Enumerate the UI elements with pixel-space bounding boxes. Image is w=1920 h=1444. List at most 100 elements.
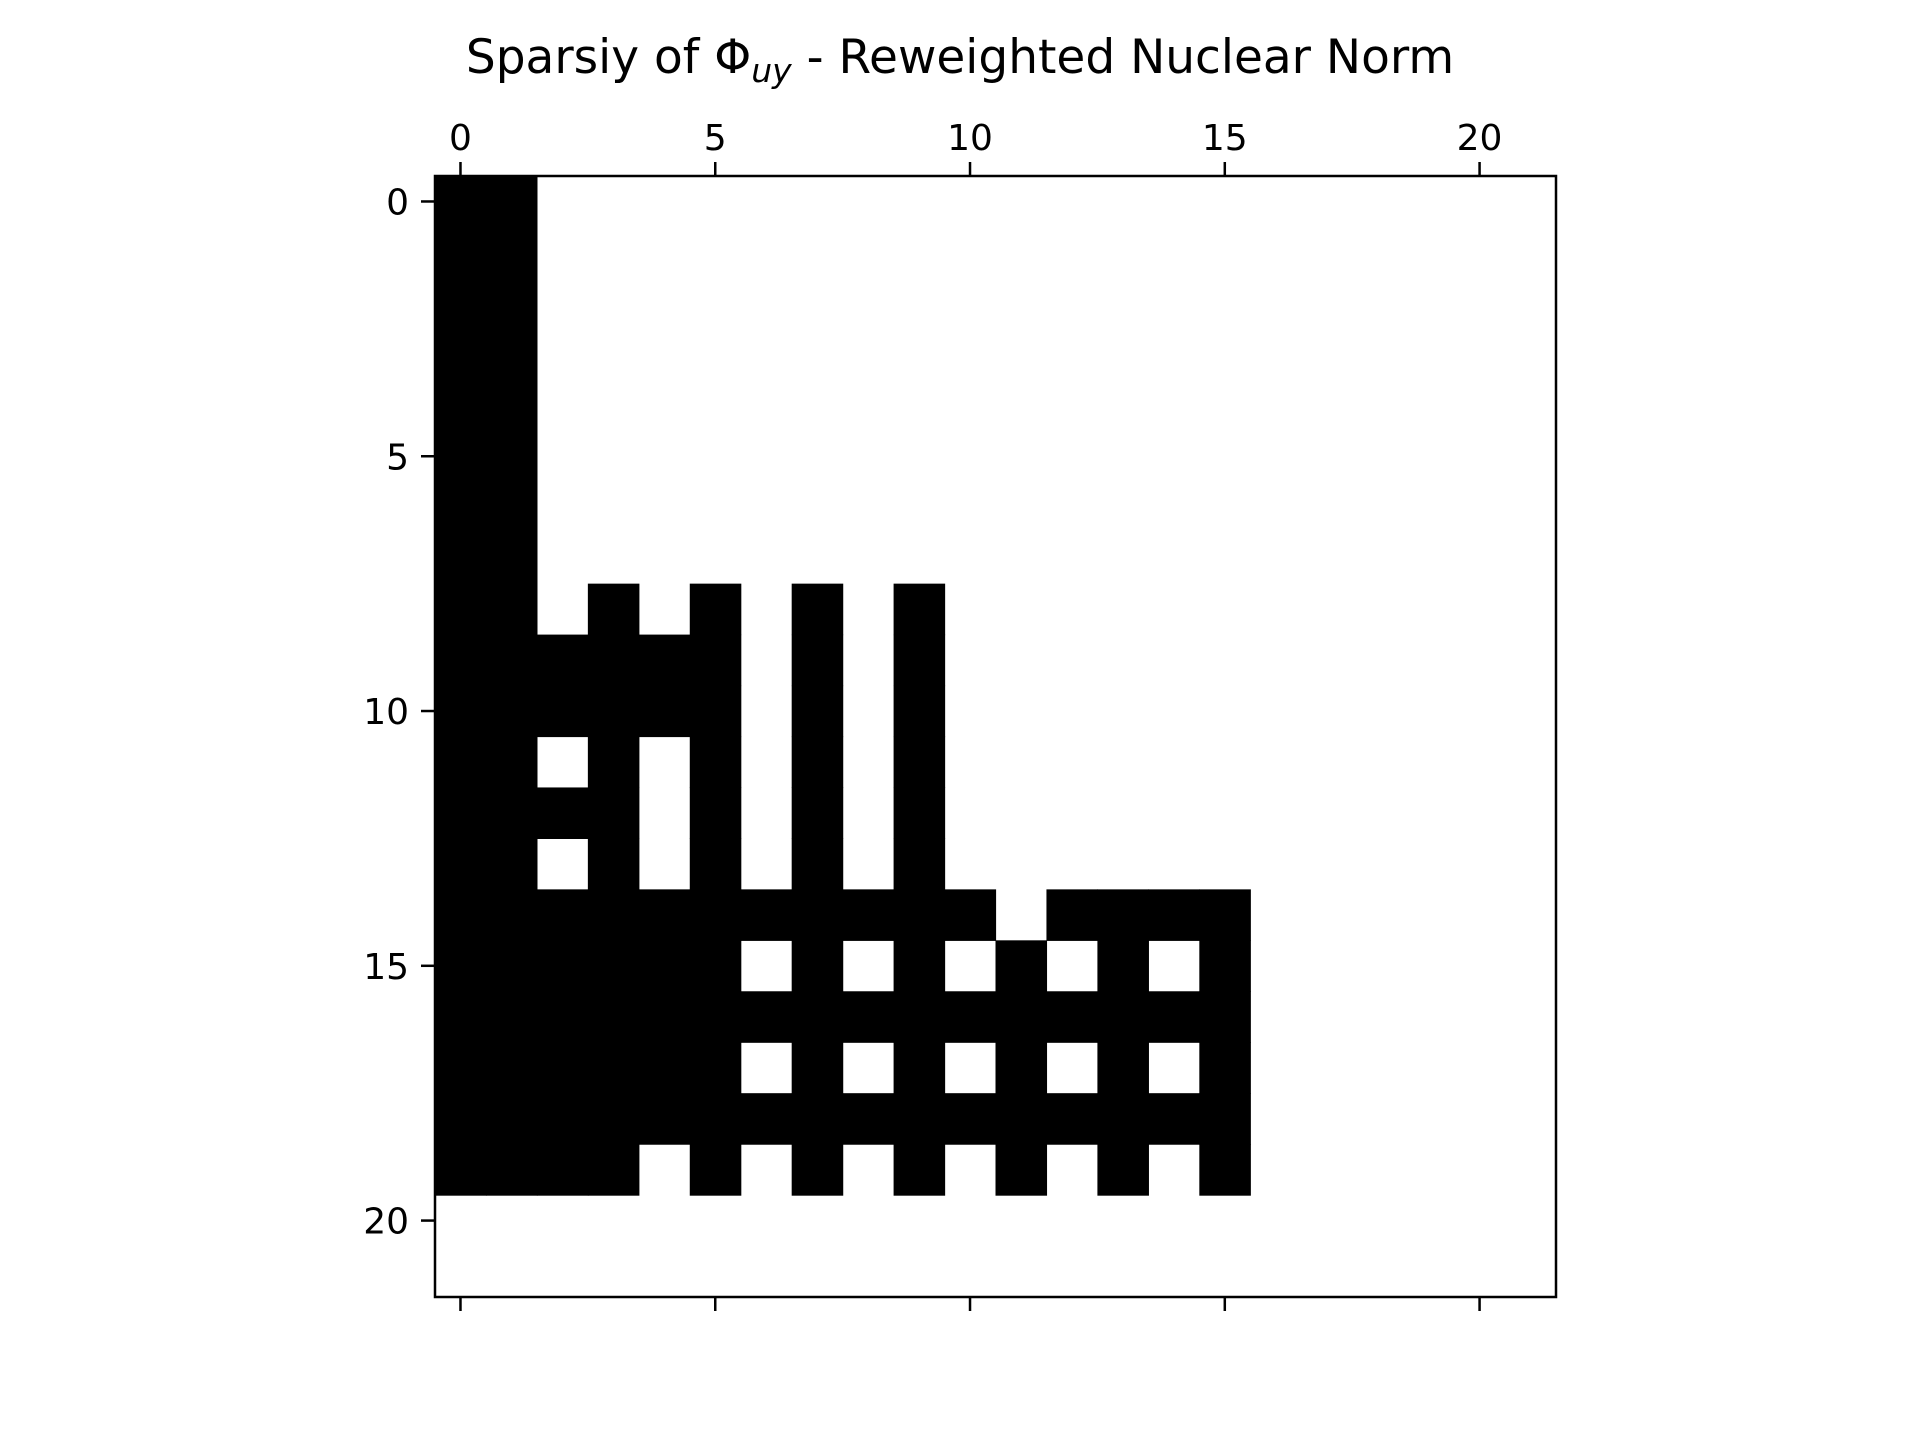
nonzero-cell <box>791 787 844 839</box>
nonzero-cell <box>435 379 487 432</box>
nonzero-cell <box>791 685 844 738</box>
nonzero-cell <box>587 991 640 1043</box>
nonzero-cell <box>587 889 640 941</box>
nonzero-cell <box>485 328 538 381</box>
y-tick-label: 0 <box>386 182 409 223</box>
y-tick-label: 10 <box>363 692 409 733</box>
nonzero-cell <box>485 838 538 890</box>
nonzero-cell <box>587 685 640 738</box>
nonzero-cell <box>1199 991 1251 1043</box>
nonzero-cell <box>893 1093 946 1145</box>
nonzero-cell <box>485 1144 538 1196</box>
x-tick-label: 20 <box>1457 118 1503 159</box>
nonzero-cell <box>791 838 844 890</box>
nonzero-cell <box>485 889 538 941</box>
nonzero-cell <box>1199 1042 1251 1094</box>
nonzero-cell <box>435 481 487 534</box>
nonzero-cell <box>740 991 793 1043</box>
chart-title: Sparsiy of Φuy - Reweighted Nuclear Norm <box>465 30 1455 90</box>
nonzero-cell <box>435 1042 487 1094</box>
nonzero-cell <box>893 991 946 1043</box>
nonzero-cell <box>689 583 742 636</box>
nonzero-cell <box>995 940 1048 992</box>
nonzero-cell <box>587 1042 640 1094</box>
nonzero-cell <box>1097 991 1149 1043</box>
nonzero-cell <box>893 1042 946 1094</box>
nonzero-cell <box>842 889 895 941</box>
nonzero-cell <box>1097 1093 1149 1145</box>
nonzero-cell <box>536 889 589 941</box>
nonzero-cell <box>638 1093 691 1145</box>
nonzero-cell <box>536 991 589 1043</box>
nonzero-cell <box>893 685 946 738</box>
nonzero-cell <box>893 838 946 890</box>
nonzero-cell <box>740 1093 793 1145</box>
nonzero-cell <box>689 1042 742 1094</box>
x-tick-label: 15 <box>1202 118 1248 159</box>
nonzero-cell <box>1046 1093 1098 1145</box>
nonzero-cell <box>893 634 946 687</box>
nonzero-cell <box>435 685 487 738</box>
nonzero-cell <box>893 736 946 789</box>
nonzero-cell <box>995 991 1048 1043</box>
y-tick-label: 15 <box>363 947 409 988</box>
nonzero-cell <box>638 685 691 738</box>
nonzero-cell <box>1097 889 1149 941</box>
nonzero-cell <box>893 940 946 992</box>
nonzero-cell <box>995 1042 1048 1094</box>
nonzero-cell <box>485 1042 538 1094</box>
nonzero-cell <box>1148 889 1200 941</box>
nonzero-cell <box>791 1042 844 1094</box>
x-tick-label: 10 <box>947 118 993 159</box>
nonzero-cell <box>1046 889 1098 941</box>
sparsity-cells <box>435 176 1251 1196</box>
axis-ticks: 0 5 10 15 20 0 5 10 15 20 <box>363 118 1502 1311</box>
nonzero-cell <box>536 787 589 839</box>
nonzero-cell <box>485 1093 538 1145</box>
y-tick-label: 20 <box>363 1202 409 1243</box>
nonzero-cell <box>689 1144 742 1196</box>
nonzero-cell <box>587 583 640 636</box>
nonzero-cell <box>689 634 742 687</box>
nonzero-cell <box>435 736 487 789</box>
nonzero-cell <box>740 889 793 941</box>
nonzero-cell <box>995 1093 1048 1145</box>
nonzero-cell <box>842 1093 895 1145</box>
nonzero-cell <box>1148 1093 1200 1145</box>
nonzero-cell <box>1097 940 1149 992</box>
y-tick-label: 5 <box>386 437 409 478</box>
nonzero-cell <box>791 736 844 789</box>
nonzero-cell <box>791 940 844 992</box>
nonzero-cell <box>1148 991 1200 1043</box>
nonzero-cell <box>485 176 538 228</box>
nonzero-cell <box>485 634 538 687</box>
nonzero-cell <box>485 430 538 483</box>
nonzero-cell <box>791 991 844 1043</box>
nonzero-cell <box>435 277 487 330</box>
nonzero-cell <box>638 1042 691 1094</box>
nonzero-cell <box>435 328 487 381</box>
nonzero-cell <box>587 736 640 789</box>
nonzero-cell <box>485 583 538 636</box>
nonzero-cell <box>485 940 538 992</box>
nonzero-cell <box>689 940 742 992</box>
nonzero-cell <box>485 226 538 279</box>
nonzero-cell <box>587 787 640 839</box>
nonzero-cell <box>638 940 691 992</box>
axes-frame <box>433 174 1558 1299</box>
nonzero-cell <box>435 991 487 1043</box>
nonzero-cell <box>1097 1042 1149 1094</box>
nonzero-cell <box>638 991 691 1043</box>
nonzero-cell <box>435 583 487 636</box>
nonzero-cell <box>1046 991 1098 1043</box>
nonzero-cell <box>536 940 589 992</box>
nonzero-cell <box>485 379 538 432</box>
nonzero-cell <box>485 991 538 1043</box>
nonzero-cell <box>689 838 742 890</box>
nonzero-cell <box>791 634 844 687</box>
nonzero-cell <box>1199 1093 1251 1145</box>
nonzero-cell <box>587 1093 640 1145</box>
nonzero-cell <box>791 889 844 941</box>
nonzero-cell <box>435 226 487 279</box>
nonzero-cell <box>536 685 589 738</box>
